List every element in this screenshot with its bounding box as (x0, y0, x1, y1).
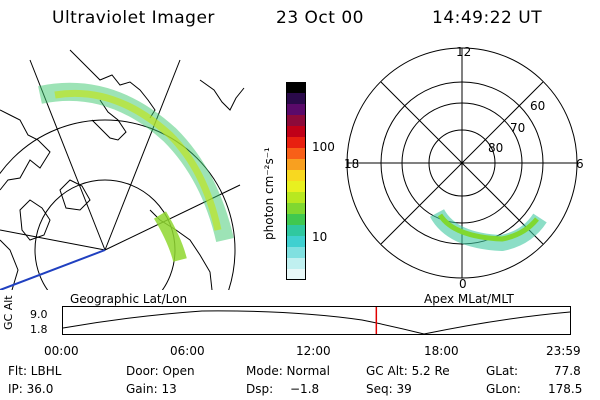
mlat-label-80: 80 (488, 141, 503, 155)
longitude-line (0, 229, 106, 251)
glon-value: 178.5 (548, 382, 583, 396)
altitude-ylabel: GC Alt (2, 295, 15, 330)
colorbar-segment (286, 93, 306, 105)
mode-readout: Mode: Normal (246, 364, 330, 378)
mlat-label-60: 60 (530, 99, 545, 113)
coastline (69, 49, 156, 119)
observation-date: 23 Oct 00 (276, 8, 364, 28)
latitude-circle (34, 179, 176, 290)
coastline (59, 179, 91, 211)
colorbar-unit-label: photon cm⁻²s⁻¹ (262, 147, 276, 240)
coastline (91, 99, 127, 141)
auroral-emission (54, 89, 222, 231)
xtick-2359: 23:59 (546, 344, 581, 358)
sequence-readout: Seq: 39 (366, 382, 412, 396)
gc-alt-readout: GC Alt: 5.2 Re (366, 364, 450, 378)
instrument-title: Ultraviolet Imager (52, 8, 215, 28)
door-readout: Door: Open (126, 364, 195, 378)
colorbar-segment (286, 148, 306, 160)
observation-time: 14:49:22 UT (432, 8, 543, 28)
colorbar-segment (286, 170, 306, 182)
coastline (0, 239, 19, 290)
polar-caption: Apex MLat/MLT (424, 292, 514, 306)
coastline (199, 79, 245, 111)
colorbar-segment (286, 236, 306, 248)
xtick-0000: 00:00 (44, 344, 79, 358)
dsp-value: −1.8 (290, 382, 320, 396)
colorbar-segment (286, 104, 306, 116)
colorbar-segment (286, 126, 306, 138)
colorbar-segment (286, 225, 306, 237)
mlat-label-70: 70 (510, 121, 525, 135)
colorbar-segment (286, 181, 306, 193)
colorbar-segment (286, 192, 306, 204)
altitude-ytick-min: 1.8 (30, 323, 48, 336)
xtick-0600: 06:00 (170, 344, 205, 358)
colorbar-segment (286, 137, 306, 149)
polar-plot: 80 70 60 12 0 18 6 (344, 45, 584, 290)
mlt-label-0: 0 (459, 277, 467, 290)
colorbar-segment (286, 247, 306, 259)
colorbar-tick-100: 100 (312, 140, 335, 154)
colorbar-segment (286, 258, 306, 270)
colorbar-segment (286, 82, 306, 94)
altitude-ytick-max: 9.0 (30, 308, 48, 321)
xtick-1200: 12:00 (296, 344, 331, 358)
geographic-map (0, 49, 245, 290)
altitude-plot (62, 306, 571, 335)
auroral-emission (153, 211, 187, 262)
map-caption: Geographic Lat/Lon (70, 292, 188, 306)
colorbar-segment (286, 115, 306, 127)
colorbar-tick-10: 10 (312, 230, 328, 244)
gain-readout: Gain: 13 (126, 382, 177, 396)
mlt-label-18: 18 (344, 157, 359, 171)
filter-readout: Flt: LBHL (8, 364, 62, 378)
longitude-line (104, 59, 181, 251)
glat-value: 77.8 (554, 364, 581, 378)
dsp-label: Dsp: (246, 382, 274, 396)
mlt-label-12: 12 (456, 45, 471, 59)
longitude-line (0, 249, 106, 290)
glat-label: GLat: (486, 364, 519, 378)
mlt-label-6: 6 (576, 157, 584, 171)
xtick-1800: 18:00 (424, 344, 459, 358)
colorbar-segment (286, 214, 306, 226)
glon-label: GLon: (486, 382, 521, 396)
coastline (19, 199, 51, 241)
ip-readout: IP: 36.0 (8, 382, 54, 396)
altitude-curve (62, 310, 571, 335)
colorbar-segment (286, 203, 306, 215)
coastline (0, 109, 51, 191)
colorbar-segment (286, 159, 306, 171)
colorbar-segment (286, 269, 306, 280)
auroral-oval (437, 213, 539, 242)
mlt-line (380, 81, 544, 245)
latitude-circle (0, 119, 236, 290)
colorbar (286, 82, 306, 280)
